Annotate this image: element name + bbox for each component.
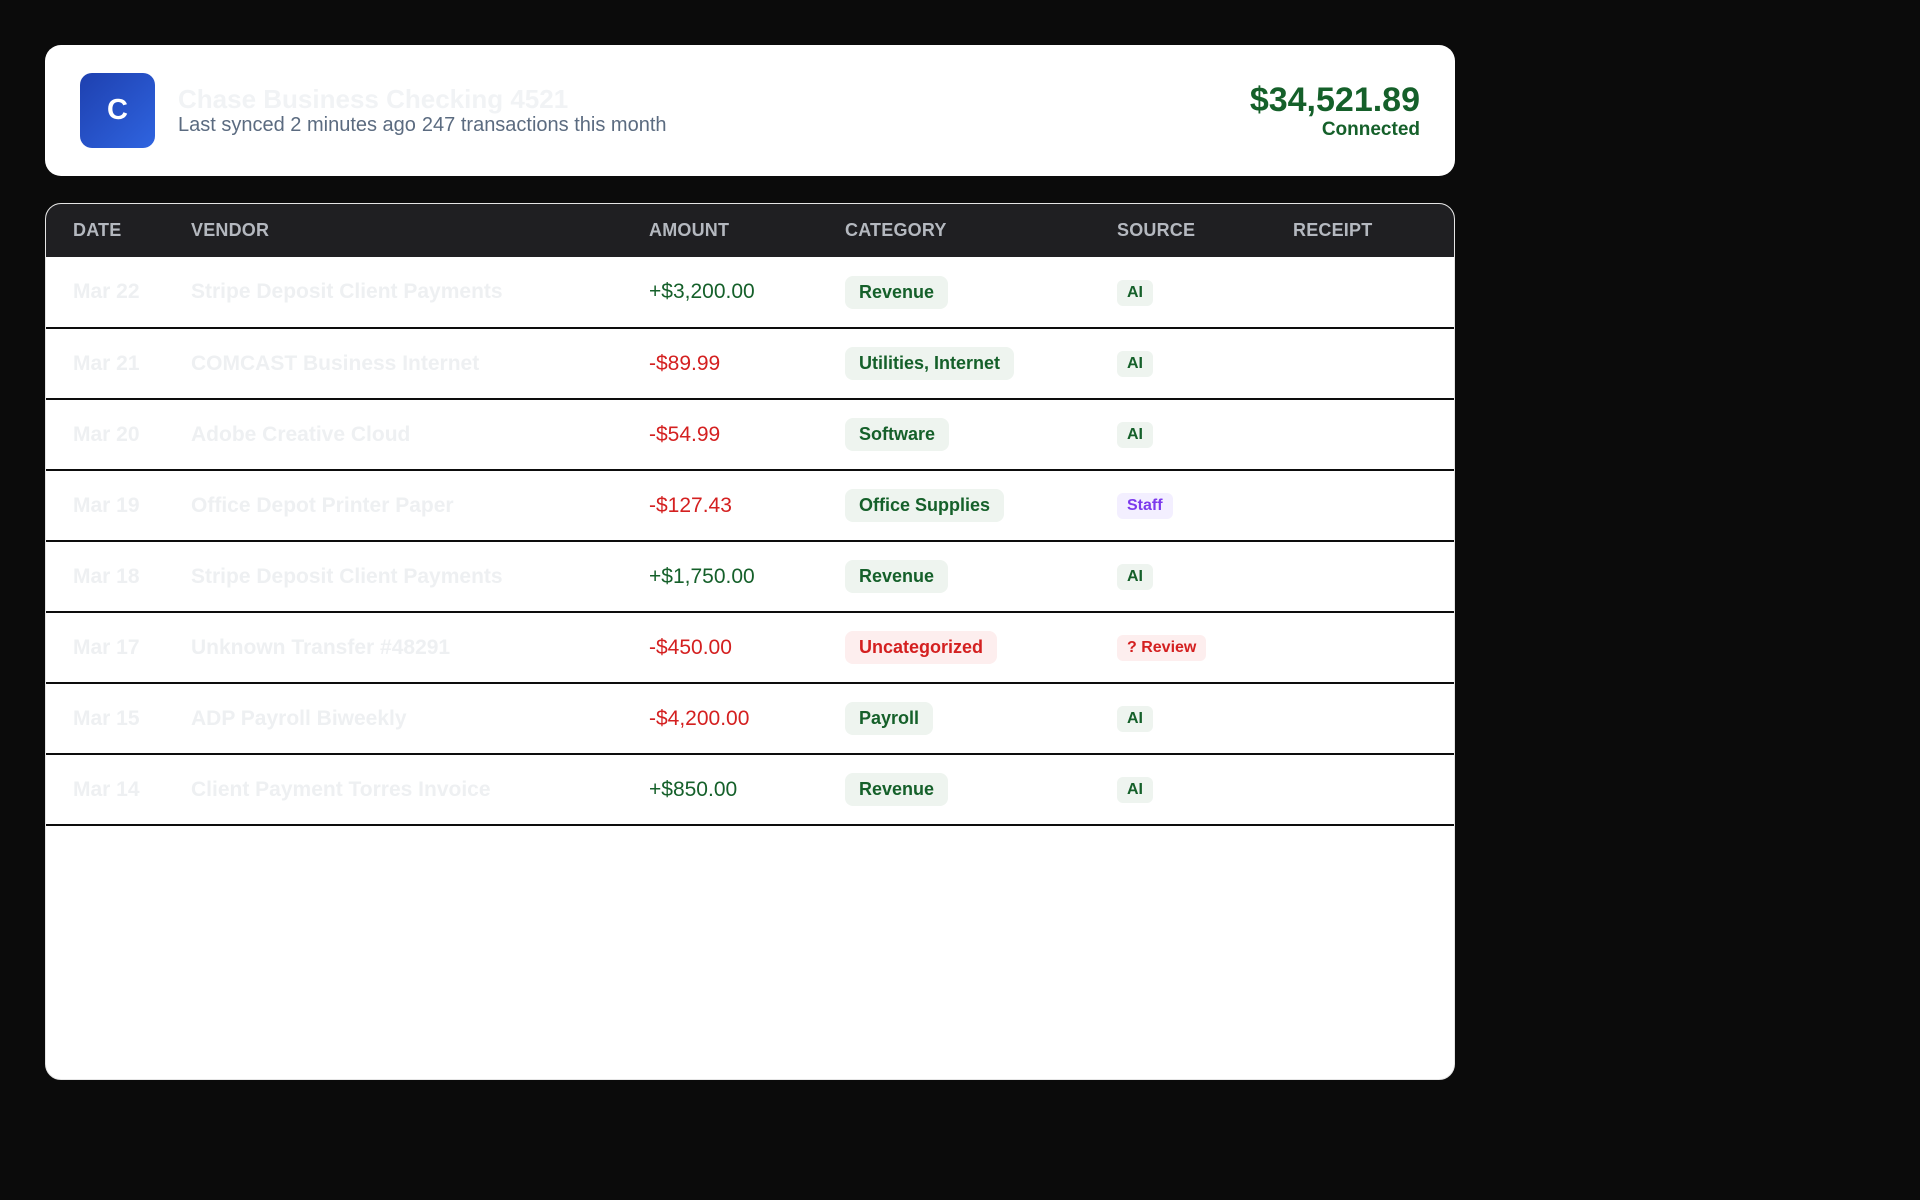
amount-cell: -$4,200.00 — [649, 683, 845, 755]
source-cell: AI — [1117, 257, 1293, 329]
amount-cell: -$450.00 — [649, 612, 845, 684]
amount-cell: -$89.99 — [649, 328, 845, 400]
table-row[interactable]: Mar 17 Unknown Transfer #48291 -$450.00 Unc… — [46, 612, 1454, 684]
vendor-cell: Adobe Creative Cloud — [191, 399, 649, 471]
vendor-cell: ADP Payroll Biweekly — [191, 683, 649, 755]
receipt-cell[interactable] — [1293, 612, 1454, 684]
amount-cell: +$850.00 — [649, 754, 845, 826]
date-cell: Mar 17 — [46, 612, 191, 684]
column-header-amount[interactable]: AMOUNT — [649, 204, 845, 257]
column-header-category[interactable]: CATEGORY — [845, 204, 1117, 257]
source-badge[interactable]: AI — [1117, 351, 1153, 377]
date-cell: Mar 18 — [46, 541, 191, 613]
source-cell: AI — [1117, 754, 1293, 826]
account-meta: Last synced 2 minutes ago 247 transaction… — [178, 113, 1250, 137]
category-pill[interactable]: Payroll — [845, 702, 934, 735]
account-info: Chase Business Checking 4521 Last synced… — [178, 85, 1250, 137]
category-cell: Office Supplies — [845, 470, 1117, 542]
category-pill[interactable]: Revenue — [845, 773, 949, 806]
source-badge[interactable]: AI — [1117, 279, 1153, 306]
source-badge[interactable]: AI — [1117, 422, 1153, 448]
category-cell: Payroll — [845, 683, 1117, 755]
date-cell: Mar 19 — [46, 470, 191, 542]
category-pill[interactable]: Software — [845, 418, 950, 451]
transactions-table-card: DATE VENDOR AMOUNT CATEGORY SOURCE RECEI… — [45, 203, 1455, 1080]
bank-logo: C — [80, 73, 155, 148]
transaction-count: 247 transactions this month — [421, 113, 667, 136]
amount-cell: -$127.43 — [649, 470, 845, 542]
category-cell: Utilities, Internet — [845, 328, 1117, 400]
source-badge[interactable]: ? Review — [1117, 635, 1207, 661]
column-header-source[interactable]: SOURCE — [1117, 204, 1293, 257]
category-cell: Revenue — [845, 541, 1117, 613]
source-badge[interactable]: Staff — [1117, 493, 1173, 519]
transactions-table: DATE VENDOR AMOUNT CATEGORY SOURCE RECEI… — [46, 204, 1454, 826]
category-pill[interactable]: Revenue — [845, 275, 949, 309]
vendor-cell: Stripe Deposit Client Payments — [191, 541, 649, 613]
category-cell: Revenue — [845, 257, 1117, 329]
receipt-cell[interactable] — [1293, 541, 1454, 613]
balance-amount: $34,521.89 — [1249, 80, 1420, 119]
table-row[interactable]: Mar 19 Office Depot Printer Paper -$127.43… — [46, 470, 1454, 542]
source-cell: AI — [1117, 683, 1293, 755]
source-cell: AI — [1117, 399, 1293, 471]
date-cell: Mar 14 — [46, 754, 191, 826]
source-cell: AI — [1117, 541, 1293, 613]
receipt-cell[interactable] — [1293, 257, 1454, 329]
column-header-vendor[interactable]: VENDOR — [191, 204, 649, 257]
source-badge[interactable]: AI — [1117, 564, 1153, 590]
category-cell: Revenue — [845, 754, 1117, 826]
vendor-cell: Stripe Deposit Client Payments — [191, 257, 649, 329]
vendor-cell: COMCAST Business Internet — [191, 328, 649, 400]
receipt-cell[interactable] — [1293, 399, 1454, 471]
account-header-card: C Chase Business Checking 4521 Last sync… — [45, 45, 1455, 176]
source-cell: AI — [1117, 328, 1293, 400]
amount-cell: -$54.99 — [649, 399, 845, 471]
vendor-cell: Office Depot Printer Paper — [191, 470, 649, 542]
category-pill[interactable]: Uncategorized — [845, 631, 998, 664]
category-pill[interactable]: Revenue — [845, 560, 949, 593]
receipt-cell[interactable] — [1293, 683, 1454, 755]
table-row[interactable]: Mar 15 ADP Payroll Biweekly -$4,200.00 Payr… — [46, 683, 1454, 755]
table-row[interactable]: Mar 18 Stripe Deposit Client Payments +$1,… — [46, 541, 1454, 613]
table-row[interactable]: Mar 20 Adobe Creative Cloud -$54.99 Softwar… — [46, 399, 1454, 471]
receipt-cell[interactable] — [1293, 754, 1454, 826]
source-badge[interactable]: AI — [1117, 777, 1153, 803]
column-header-receipt[interactable]: RECEIPT — [1293, 204, 1454, 257]
category-cell: Software — [845, 399, 1117, 471]
column-header-date[interactable]: DATE — [46, 204, 191, 257]
date-cell: Mar 15 — [46, 683, 191, 755]
amount-cell: +$1,750.00 — [649, 541, 845, 613]
transactions-body: Mar 22 Stripe Deposit Client Payments +$3,… — [46, 257, 1454, 826]
date-cell: Mar 22 — [46, 257, 191, 329]
table-row[interactable]: Mar 14 Client Payment Torres Invoice +$850… — [46, 754, 1454, 826]
table-header-row: DATE VENDOR AMOUNT CATEGORY SOURCE RECEI… — [46, 204, 1454, 257]
vendor-cell: Client Payment Torres Invoice — [191, 754, 649, 826]
table-row[interactable]: Mar 22 Stripe Deposit Client Payments +$3,… — [46, 257, 1454, 329]
source-badge[interactable]: AI — [1117, 706, 1153, 732]
category-pill[interactable]: Utilities, Internet — [845, 347, 1015, 380]
receipt-cell[interactable] — [1293, 470, 1454, 542]
source-cell: ? Review — [1117, 612, 1293, 684]
vendor-cell: Unknown Transfer #48291 — [191, 612, 649, 684]
table-row[interactable]: Mar 21 COMCAST Business Internet -$89.99 Ut… — [46, 328, 1454, 400]
category-pill[interactable]: Office Supplies — [845, 489, 1005, 522]
account-name: Chase Business Checking 4521 — [178, 83, 569, 114]
account-balance: $34,521.89 Connected — [1250, 81, 1420, 141]
connection-status: Connected — [1321, 118, 1420, 140]
source-cell: Staff — [1117, 470, 1293, 542]
amount-cell: +$3,200.00 — [649, 257, 845, 329]
sync-status: Last synced 2 minutes ago — [178, 113, 416, 136]
date-cell: Mar 20 — [46, 399, 191, 471]
receipt-cell[interactable] — [1293, 328, 1454, 400]
date-cell: Mar 21 — [46, 328, 191, 400]
category-cell: Uncategorized — [845, 612, 1117, 684]
